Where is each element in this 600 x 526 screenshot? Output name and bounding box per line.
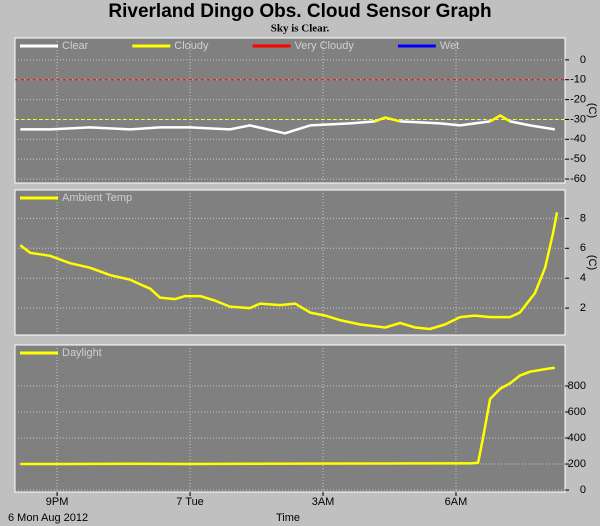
y-tick-label: -40 bbox=[570, 133, 586, 145]
y-tick-label: -60 bbox=[570, 173, 586, 185]
y-tick-label: 800 bbox=[568, 380, 586, 392]
x-tick-label: 3AM bbox=[312, 496, 335, 508]
y-tick-label: -10 bbox=[570, 74, 586, 86]
y-tick-label: -30 bbox=[570, 113, 586, 125]
y-tick-label: -50 bbox=[570, 153, 586, 165]
legend-label: Clear bbox=[62, 40, 89, 52]
series-line bbox=[20, 366, 555, 466]
legend-label: Very Cloudy bbox=[295, 40, 355, 52]
legend-label: Daylight bbox=[62, 347, 102, 359]
x-tick-label: 6AM bbox=[445, 496, 468, 508]
plot-area bbox=[14, 37, 566, 184]
chart-subtitle: Sky is Clear. bbox=[271, 23, 330, 35]
legend-label: Wet bbox=[440, 40, 459, 52]
y-tick-label: 0 bbox=[580, 484, 586, 496]
plot-area bbox=[14, 344, 566, 493]
y-tick-label: 600 bbox=[568, 406, 586, 418]
date-label: 6 Mon Aug 2012 bbox=[8, 512, 88, 524]
series-line bbox=[374, 114, 511, 123]
x-axis-label: Time bbox=[276, 512, 300, 524]
plot-area bbox=[14, 189, 566, 336]
y-tick-label: -20 bbox=[570, 93, 586, 105]
y-tick-label: 6 bbox=[580, 242, 586, 254]
y-tick-label: 8 bbox=[580, 212, 586, 224]
x-tick-label: 7 Tue bbox=[176, 496, 204, 508]
y-tick-label: 2 bbox=[580, 302, 586, 314]
y-tick-label: 200 bbox=[568, 458, 586, 470]
x-tick-label: 9PM bbox=[46, 496, 69, 508]
y-axis-label: (C) bbox=[586, 255, 598, 270]
y-tick-label: 400 bbox=[568, 432, 586, 444]
legend-label: Ambient Temp bbox=[62, 192, 132, 204]
y-axis-label: (C) bbox=[586, 103, 598, 118]
y-tick-label: 0 bbox=[580, 54, 586, 66]
series-line bbox=[19, 212, 559, 331]
chart-title: Riverland Dingo Obs. Cloud Sensor Graph bbox=[108, 1, 491, 22]
legend-label: Cloudy bbox=[174, 40, 209, 52]
y-tick-label: 4 bbox=[580, 272, 586, 284]
series-line bbox=[20, 120, 555, 135]
